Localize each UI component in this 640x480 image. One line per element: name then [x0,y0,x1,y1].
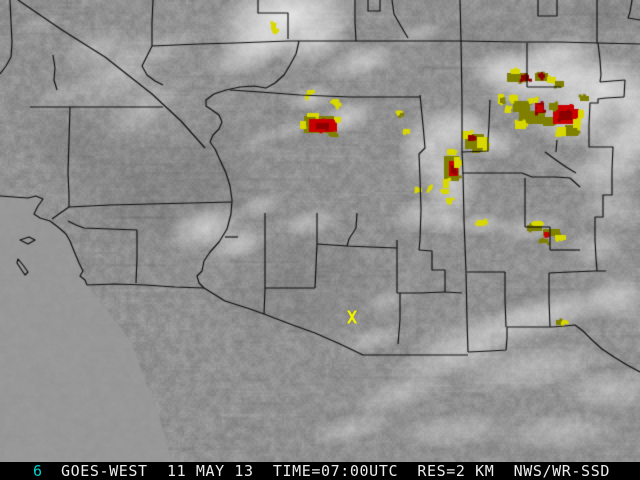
satellite-cloud-map-layer [0,0,640,462]
location-x-marker: X [346,307,358,329]
frame-number: 6 [33,462,43,480]
status-bar-text: GOES-WEST 11 MAY 13 TIME=07:00UTC RES=2 … [61,462,610,480]
status-bar: 6 GOES-WEST 11 MAY 13 TIME=07:00UTC RES=… [0,462,640,480]
